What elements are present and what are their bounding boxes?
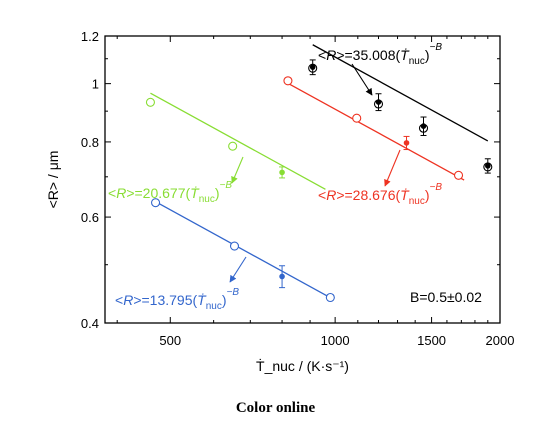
fit-line — [287, 82, 465, 181]
data-marks — [145, 44, 493, 303]
y-tick-label: 0.4 — [81, 316, 99, 331]
equation-label-black: <R>=35.008(Ṫnuc)−B — [318, 42, 442, 67]
open-point — [325, 292, 335, 303]
equation-label-blue: <R>=13.795(Ṫnuc)−B — [115, 287, 239, 312]
open-point — [352, 113, 362, 123]
open-point — [229, 241, 240, 251]
series-2 — [145, 92, 326, 190]
x-tick-label: 1500 — [417, 333, 446, 348]
x-tick-label: 1000 — [321, 333, 350, 348]
pointer-arrow — [229, 256, 247, 283]
equation-label-green: <R>=20.677(Ṫnuc)−B — [108, 180, 232, 205]
measured-point — [375, 99, 382, 105]
pointer-arrow — [384, 149, 401, 187]
y-tick-label: 0.8 — [81, 135, 99, 150]
measured-point — [403, 140, 410, 146]
y-axis-label: <R> / μm — [45, 151, 61, 209]
axes-frame — [104, 35, 501, 324]
x-axis-label: Ṫ_nuc / (K·s⁻¹) — [256, 357, 349, 374]
equation-label-red: <R>=28.676(Ṫnuc)−B — [318, 182, 442, 207]
plot-frame — [104, 35, 501, 324]
axis-ticks: 500 1000 1500 2000 0.4 0.6 0.8 1 1.2 — [81, 29, 515, 348]
pointer-arrow — [351, 63, 373, 96]
measured-point — [279, 169, 285, 176]
b-annotation: B=0.5±0.02 — [410, 289, 482, 305]
y-tick-label: 1.2 — [81, 29, 99, 44]
series-1 — [283, 76, 465, 181]
figure-caption: Color online — [235, 400, 316, 416]
y-tick-label: 1 — [92, 77, 99, 92]
open-point — [283, 76, 293, 86]
measured-point — [485, 163, 491, 169]
measured-point — [420, 123, 427, 129]
open-point — [453, 170, 464, 180]
measured-point — [279, 273, 285, 280]
x-tick-label: 2000 — [486, 333, 515, 348]
equation-labels: <R>=35.008(Ṫnuc)−B <R>=28.676(Ṫnuc)−B <R>=… — [108, 42, 442, 312]
fit-line — [155, 201, 331, 299]
x-tick-label: 500 — [159, 333, 181, 348]
open-point — [145, 97, 155, 107]
fit-line — [150, 92, 326, 190]
y-tick-label: 0.6 — [81, 210, 99, 225]
series-3 — [151, 198, 335, 303]
fit-line — [312, 44, 489, 142]
measured-point — [309, 64, 316, 70]
pointer-arrow — [231, 156, 244, 184]
open-point — [151, 198, 161, 208]
series-0 — [308, 44, 493, 174]
open-point — [228, 141, 238, 151]
